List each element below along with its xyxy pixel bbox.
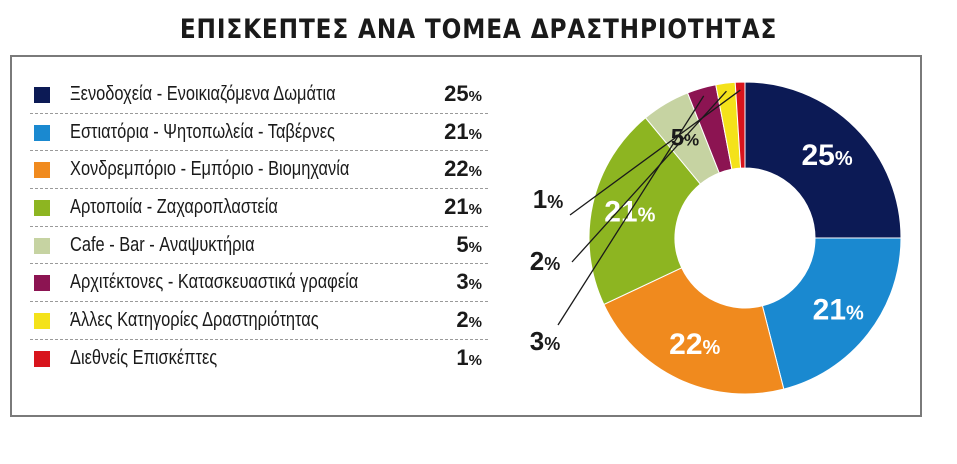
legend-swatch xyxy=(34,275,50,292)
legend-item: Χονδρεμπόριο - Εμπόριο - Βιομηχανία 22% xyxy=(30,151,488,190)
donut-hole xyxy=(675,168,815,308)
legend-item: Ξενοδοχεία - Ενοικιαζόμενα Δωμάτια 25% xyxy=(30,76,488,114)
legend-swatch xyxy=(34,237,50,254)
legend-value: 22% xyxy=(444,156,482,182)
legend-label: Χονδρεμπόριο - Εμπόριο - Βιομηχανία xyxy=(70,158,350,181)
slice-label: 2% xyxy=(530,246,560,276)
legend-item: Αρτοποιία - Ζαχαροπλαστεία 21% xyxy=(30,189,488,227)
legend-value: 25% xyxy=(444,81,482,106)
leader-line xyxy=(569,89,741,216)
legend-swatch xyxy=(34,124,50,141)
legend-value: 2% xyxy=(456,307,482,333)
legend-swatch xyxy=(34,200,50,217)
legend-label: Διεθνείς Επισκέπτες xyxy=(70,346,218,369)
legend-item: Αρχιτέκτονες - Κατασκευαστικά γραφεία 3% xyxy=(30,264,488,303)
legend-swatch xyxy=(34,350,50,367)
slice-label: 3% xyxy=(530,326,560,356)
legend-item: Άλλες Κατηγορίες Δραστηριότητας 2% xyxy=(30,302,488,340)
legend-item: Διεθνείς Επισκέπτες 1% xyxy=(30,340,488,378)
legend: Ξενοδοχεία - Ενοικιαζόμενα Δωμάτια 25% Εστ… xyxy=(30,76,488,378)
slice-label: 25% xyxy=(801,139,852,172)
legend-value: 21% xyxy=(444,118,482,144)
legend-label: Cafe - Bar - Αναψυκτήρια xyxy=(70,233,255,256)
legend-label: Εστιατόρια - Ψητοπωλεία - Ταβέρνες xyxy=(70,120,335,143)
legend-swatch xyxy=(34,313,50,330)
chart-title: ΕΠΙΣΚΕΠΤΕΣ ΑΝΑ ΤΟΜΕΑ ΔΡΑΣΤΗΡΙΟΤΗΤΑΣ xyxy=(179,14,778,45)
legend-swatch xyxy=(34,87,50,103)
legend-item: Cafe - Bar - Αναψυκτήρια 5% xyxy=(30,227,488,265)
slice-label: 21% xyxy=(604,195,655,228)
legend-label: Άλλες Κατηγορίες Δραστηριότητας xyxy=(70,309,319,332)
legend-swatch xyxy=(34,162,50,179)
slice-label: 1% xyxy=(533,184,563,214)
legend-label: Αρτοποιία - Ζαχαροπλαστεία xyxy=(70,196,278,219)
slice-label: 21% xyxy=(813,293,864,326)
legend-label: Αρχιτέκτονες - Κατασκευαστικά γραφεία xyxy=(70,271,359,294)
chart-frame xyxy=(10,55,922,417)
legend-value: 1% xyxy=(456,344,482,370)
legend-label: Ξενοδοχεία - Ενοικιαζόμενα Δωμάτια xyxy=(70,83,336,105)
legend-value: 5% xyxy=(456,231,482,257)
legend-item: Εστιατόρια - Ψητοπωλεία - Ταβέρνες 21% xyxy=(30,114,488,152)
slice-label: 22% xyxy=(669,328,720,361)
legend-value: 3% xyxy=(456,269,482,295)
legend-value: 21% xyxy=(444,194,482,220)
